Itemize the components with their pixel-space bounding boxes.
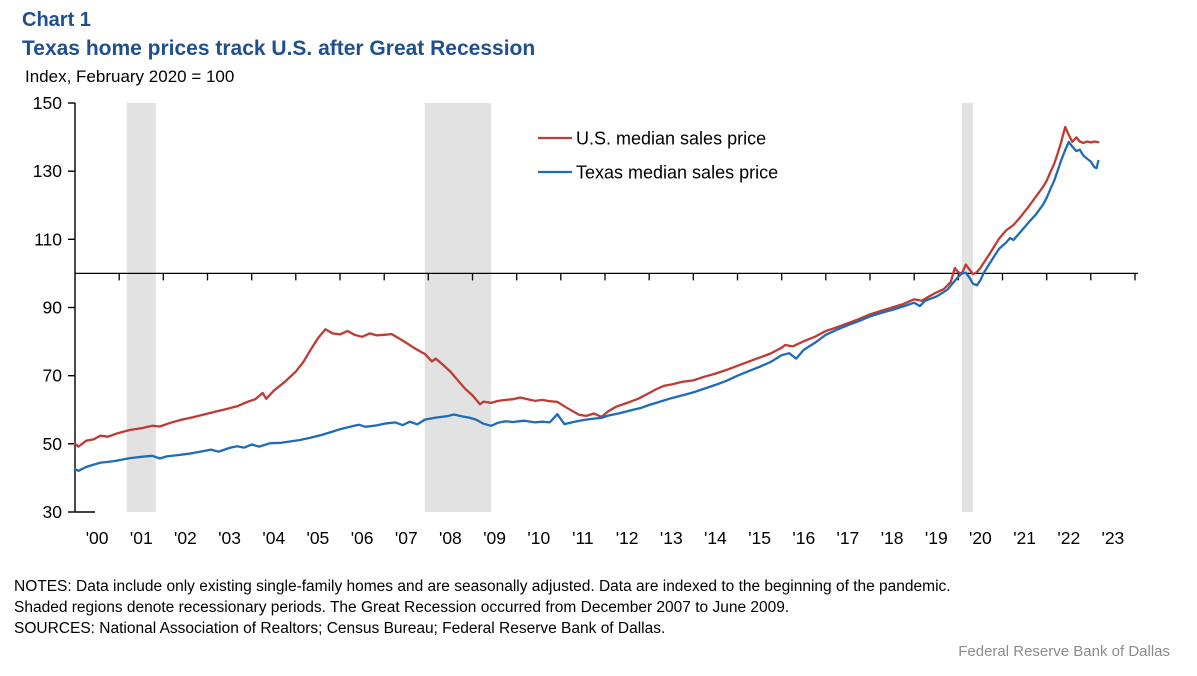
- texas-price-line: [73, 140, 1100, 472]
- x-axis-year-label: '02: [174, 528, 197, 548]
- x-axis-year-label: '15: [748, 528, 771, 548]
- x-axis-year-label: '06: [351, 528, 374, 548]
- x-axis-year-label: '23: [1101, 528, 1124, 548]
- x-axis-year-label: '05: [306, 528, 329, 548]
- notes-line-1: NOTES: Data include only existing single…: [14, 578, 951, 595]
- x-axis-year-label: '11: [572, 528, 594, 548]
- x-axis-year-label: '00: [86, 528, 109, 548]
- chart-notes: NOTES: Data include only existing single…: [14, 576, 951, 639]
- x-axis-year-label: '17: [836, 528, 859, 548]
- chart-title: Texas home prices track U.S. after Great…: [22, 37, 536, 60]
- x-axis-year-label: '14: [704, 528, 727, 548]
- x-axis-year-label: '04: [262, 528, 285, 548]
- chart-header: Chart 1 Texas home prices track U.S. aft…: [22, 8, 535, 88]
- x-axis-year-label: '20: [969, 528, 992, 548]
- x-axis-year-label: '22: [1057, 528, 1080, 548]
- y-axis-tick-label: 130: [33, 161, 62, 181]
- y-axis-tick-label: 50: [43, 434, 63, 454]
- x-axis-year-label: '21: [1013, 528, 1036, 548]
- x-axis-year-label: '18: [881, 528, 904, 548]
- y-axis-tick-label: 90: [43, 298, 63, 318]
- x-axis-year-label: '03: [218, 528, 241, 548]
- legend-label-texas: Texas median sales price: [576, 163, 778, 183]
- attribution-text: Federal Reserve Bank of Dallas: [958, 643, 1170, 660]
- recession-band: [126, 103, 156, 512]
- y-axis-tick-label: 30: [43, 502, 63, 522]
- recession-band: [424, 103, 492, 512]
- recession-band: [961, 103, 973, 512]
- x-axis-year-label: '09: [483, 528, 506, 548]
- notes-line-2: Shaded regions denote recessionary perio…: [14, 599, 790, 616]
- sources-line: SOURCES: National Association of Realtor…: [14, 620, 666, 637]
- y-axis-tick-label: 150: [33, 93, 62, 113]
- x-axis-year-label: '10: [527, 528, 550, 548]
- x-axis-year-label: '16: [792, 528, 815, 548]
- us-price-line: [73, 125, 1100, 448]
- chart-subtitle: Index, February 2020 = 100: [25, 67, 235, 87]
- x-axis-year-label: '07: [395, 528, 418, 548]
- legend-label-us: U.S. median sales price: [576, 129, 766, 149]
- y-axis-tick-label: 110: [34, 229, 62, 249]
- x-axis-year-label: '19: [925, 528, 948, 548]
- x-axis-year-label: '13: [660, 528, 683, 548]
- x-axis-year-label: '12: [616, 528, 639, 548]
- x-axis-year-label: '08: [439, 528, 462, 548]
- x-axis-year-label: '01: [130, 528, 153, 548]
- y-axis-tick-label: 70: [43, 366, 63, 386]
- chart-number-label: Chart 1: [22, 9, 91, 31]
